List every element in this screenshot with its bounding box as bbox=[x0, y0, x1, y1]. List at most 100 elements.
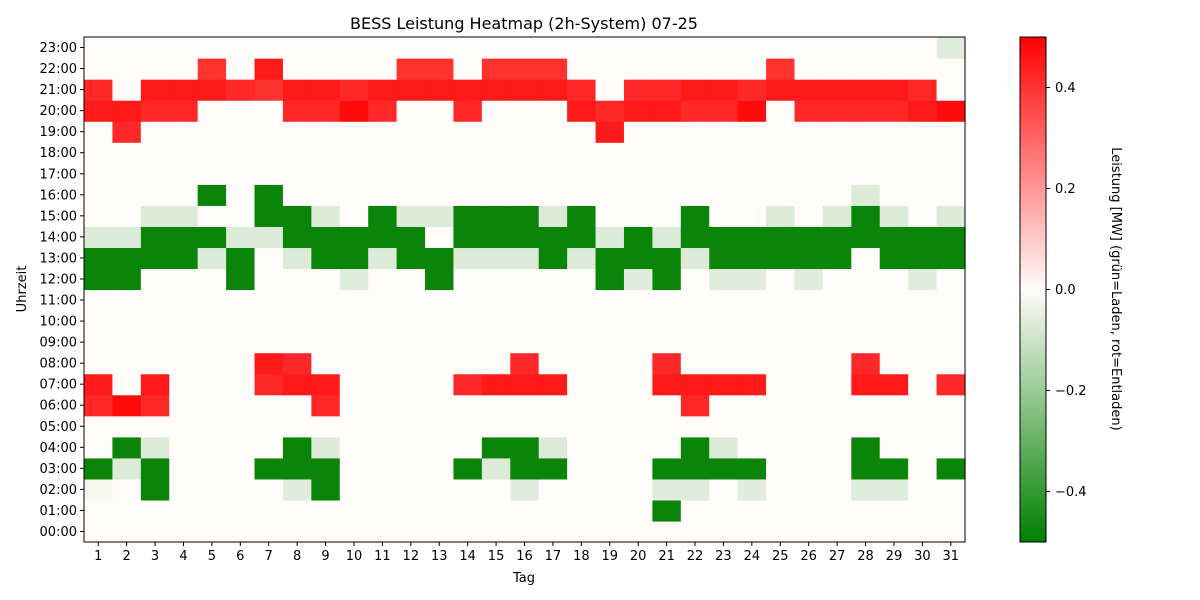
heatmap-cell bbox=[311, 58, 341, 80]
heatmap-cell bbox=[652, 457, 682, 480]
heatmap-cell bbox=[169, 352, 199, 375]
y-tick-label: 23:00 bbox=[40, 41, 77, 56]
heatmap-cell bbox=[851, 58, 881, 80]
heatmap-cell bbox=[538, 499, 568, 522]
heatmap-cell bbox=[737, 79, 767, 101]
heatmap-cell bbox=[84, 457, 114, 480]
heatmap-cell bbox=[339, 58, 369, 80]
heatmap-cell bbox=[339, 100, 369, 122]
heatmap-cell bbox=[282, 289, 312, 312]
x-tick-label: 17 bbox=[545, 549, 562, 564]
heatmap-cell bbox=[623, 436, 653, 459]
heatmap-cell bbox=[595, 58, 625, 80]
heatmap-cell bbox=[936, 205, 966, 227]
heatmap-cell bbox=[425, 268, 455, 291]
heatmap-cell bbox=[822, 79, 852, 101]
heatmap-cell bbox=[510, 247, 540, 270]
heatmap-cell bbox=[112, 499, 142, 522]
colorbar-tick-label: 0.4 bbox=[1055, 81, 1076, 96]
heatmap-cell bbox=[908, 184, 938, 206]
heatmap-cell bbox=[851, 457, 881, 480]
heatmap-cell bbox=[282, 478, 312, 501]
heatmap-cell bbox=[652, 226, 682, 249]
heatmap-cell bbox=[908, 79, 938, 101]
heatmap-cell bbox=[226, 457, 256, 480]
heatmap-cell bbox=[339, 205, 369, 227]
heatmap-cell bbox=[282, 457, 312, 480]
heatmap-cell bbox=[652, 37, 682, 59]
heatmap-cell bbox=[282, 499, 312, 522]
heatmap-cell bbox=[339, 226, 369, 249]
x-tick-label: 23 bbox=[715, 549, 732, 564]
heatmap-cell bbox=[254, 352, 284, 375]
heatmap-cell bbox=[680, 436, 710, 459]
heatmap-cell bbox=[425, 121, 455, 143]
heatmap-cell bbox=[84, 394, 114, 417]
x-tick-label: 5 bbox=[208, 549, 216, 564]
heatmap-cell bbox=[481, 226, 511, 249]
heatmap-cell bbox=[595, 163, 625, 185]
x-tick-label: 6 bbox=[236, 549, 244, 564]
heatmap-cell bbox=[282, 394, 312, 417]
heatmap-cell bbox=[197, 268, 227, 291]
x-tick-label: 15 bbox=[488, 549, 505, 564]
heatmap-cell bbox=[84, 499, 114, 522]
heatmap-cell bbox=[794, 310, 824, 333]
heatmap-cell bbox=[709, 121, 739, 143]
heatmap-cell bbox=[538, 373, 568, 396]
heatmap-cell bbox=[595, 331, 625, 354]
heatmap-cell bbox=[623, 268, 653, 291]
heatmap-cell bbox=[254, 226, 284, 249]
heatmap-cell bbox=[140, 331, 170, 354]
heatmap-cell bbox=[879, 289, 909, 312]
heatmap-cell bbox=[510, 457, 540, 480]
heatmap-cell bbox=[311, 499, 341, 522]
heatmap-cell bbox=[794, 79, 824, 101]
heatmap-cell bbox=[538, 184, 568, 206]
heatmap-cell bbox=[680, 121, 710, 143]
heatmap-cell bbox=[652, 373, 682, 396]
heatmap-cell bbox=[453, 247, 483, 270]
x-tick-label: 4 bbox=[179, 549, 187, 564]
heatmap-cell bbox=[737, 415, 767, 438]
heatmap-cell bbox=[567, 289, 597, 312]
heatmap-cell bbox=[851, 331, 881, 354]
heatmap-cell bbox=[709, 163, 739, 185]
heatmap-cell bbox=[709, 394, 739, 417]
y-tick-label: 15:00 bbox=[40, 209, 77, 224]
heatmap-cell bbox=[623, 331, 653, 354]
heatmap-cell bbox=[709, 100, 739, 122]
heatmap-cell bbox=[112, 79, 142, 101]
heatmap-cell bbox=[112, 142, 142, 164]
heatmap-cell bbox=[84, 352, 114, 375]
heatmap-cell bbox=[595, 289, 625, 312]
heatmap-cell bbox=[908, 478, 938, 501]
heatmap-cell bbox=[112, 205, 142, 227]
heatmap-cell bbox=[169, 184, 199, 206]
heatmap-cell bbox=[766, 436, 796, 459]
heatmap-cell bbox=[368, 373, 398, 396]
heatmap-cell bbox=[908, 310, 938, 333]
heatmap-cell bbox=[851, 436, 881, 459]
heatmap-cell bbox=[936, 58, 966, 80]
heatmap-cell bbox=[822, 100, 852, 122]
heatmap-cell bbox=[908, 499, 938, 522]
heatmap-cell bbox=[766, 478, 796, 501]
heatmap-cell bbox=[936, 331, 966, 354]
heatmap-cell bbox=[112, 289, 142, 312]
heatmap-cell bbox=[112, 268, 142, 291]
heatmap-cell bbox=[453, 268, 483, 291]
heatmap-cell bbox=[226, 121, 256, 143]
heatmap-cell bbox=[226, 79, 256, 101]
heatmap-cell bbox=[567, 205, 597, 227]
heatmap-cell bbox=[453, 226, 483, 249]
heatmap-cell bbox=[538, 394, 568, 417]
heatmap-cell bbox=[311, 520, 341, 543]
heatmap-cell bbox=[84, 121, 114, 143]
heatmap-cell bbox=[254, 457, 284, 480]
colorbar-tick-label: −0.2 bbox=[1055, 384, 1087, 399]
heatmap-cell bbox=[908, 205, 938, 227]
heatmap-cell bbox=[226, 58, 256, 80]
heatmap-cell bbox=[311, 436, 341, 459]
heatmap-cell bbox=[396, 58, 426, 80]
